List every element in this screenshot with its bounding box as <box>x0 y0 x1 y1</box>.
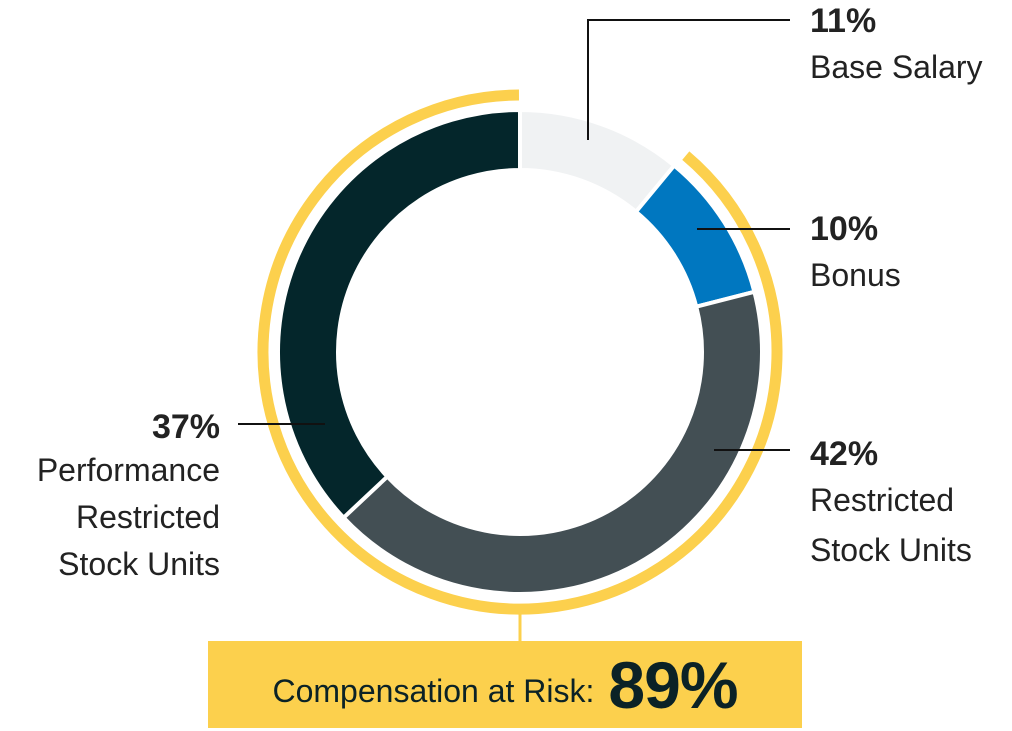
callout-label: Compensation at Risk: <box>272 673 595 709</box>
slice-percent-3: 37% <box>152 408 220 446</box>
slice-label-3-1: Restricted <box>76 499 220 535</box>
slice-label-1-0: Bonus <box>810 257 901 293</box>
compensation-at-risk-callout: Compensation at Risk: 89% <box>208 641 802 728</box>
slice-labels: 11% Base Salary 10% Bonus 42% Restricted Stock… <box>37 2 983 582</box>
slice-label-3-2: Stock Units <box>58 546 220 582</box>
slice-label-2-1: Stock Units <box>810 532 972 568</box>
slice-percent-2: 42% <box>810 435 878 473</box>
at-risk-arc <box>257 89 783 615</box>
leader-lines <box>238 19 790 451</box>
slice-label-3-0: Performance <box>37 452 220 488</box>
slice-3 <box>276 107 522 521</box>
slice-percent-0: 11% <box>810 2 876 40</box>
slice-percent-1: 10% <box>810 210 878 248</box>
callout-value: 89% <box>608 647 738 722</box>
slice-2 <box>340 289 764 596</box>
leader-line-0 <box>587 19 790 140</box>
slice-label-2-0: Restricted <box>810 482 954 518</box>
slice-label-0-0: Base Salary <box>810 49 983 85</box>
donut-slices <box>276 107 764 596</box>
